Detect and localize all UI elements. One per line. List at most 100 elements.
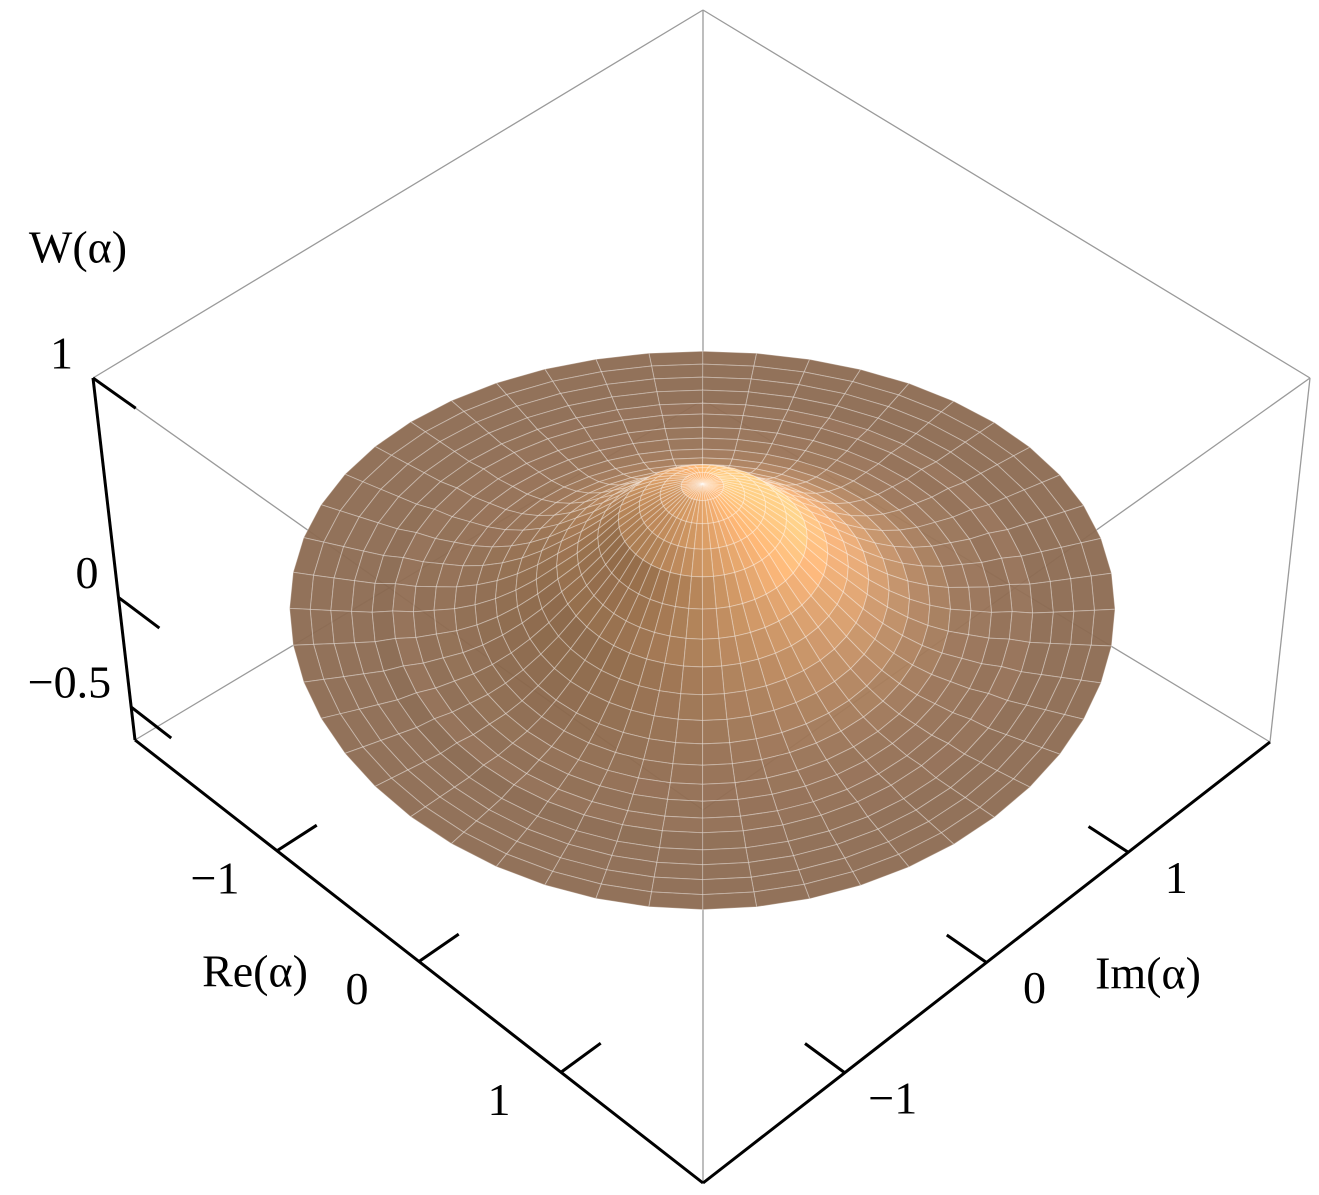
y-tick-label: 1 (1165, 852, 1188, 903)
surface-patch (846, 552, 870, 581)
surface-patch (961, 561, 990, 588)
x-tick-label: 0 (346, 963, 369, 1014)
surface-patch (653, 690, 682, 720)
z-axis-line (91, 377, 137, 741)
surface-patch (661, 815, 704, 834)
box-edge (1269, 377, 1311, 743)
surface-patch (702, 815, 744, 834)
surface-patch (330, 609, 356, 645)
surface-patch (658, 402, 704, 417)
surface-patch (796, 450, 838, 471)
surface-patch (726, 715, 757, 744)
surface-patch (309, 608, 335, 645)
surface-patch (713, 472, 734, 478)
y-tick (945, 933, 988, 964)
surface-patch (968, 610, 993, 639)
surface-patch (947, 586, 972, 612)
surface-patch (1029, 580, 1054, 614)
y-tick-label: −1 (868, 1072, 917, 1123)
surface-patch (947, 608, 972, 636)
surface-patch (653, 376, 704, 393)
surface-patch (702, 448, 736, 460)
surface-patch (666, 437, 704, 451)
surface-patch (412, 609, 437, 639)
surface-patch (863, 528, 895, 548)
x-axis-label: Re(α) (202, 946, 308, 997)
surface-patch (667, 782, 704, 802)
surface-patch (688, 575, 704, 610)
axes: −1 0 1 −1 0 1 −0.5 0 1 (28, 328, 1271, 1185)
surface-patch (702, 473, 717, 485)
surface-patch (788, 460, 828, 478)
surface-patch (351, 610, 376, 644)
surface-patch (851, 853, 910, 887)
surface-patch (702, 389, 750, 406)
surface-patch (682, 637, 703, 668)
surface-patch (680, 665, 703, 696)
surface-patch (702, 437, 739, 451)
surface-patch (1041, 714, 1085, 755)
surface-patch (766, 477, 797, 486)
surface-patch (309, 574, 335, 612)
surface-patch (720, 480, 745, 489)
surface-patch (702, 742, 733, 766)
surface-patch (702, 483, 724, 493)
surface-patch (648, 715, 679, 744)
z-tick-label: 1 (50, 328, 73, 379)
surface-patch (648, 891, 704, 911)
surface-patch (702, 350, 758, 367)
surface-patch (1008, 583, 1034, 614)
surface-patch (701, 484, 706, 502)
surface-patch (1090, 572, 1116, 611)
surface-patch (650, 363, 704, 380)
surface-patch (702, 891, 758, 911)
surface-patch (702, 426, 742, 441)
surface-patch (1049, 610, 1075, 645)
box-edge (92, 9, 704, 379)
surface-patch (1012, 747, 1061, 788)
y-tick (804, 1042, 846, 1074)
surface-patch (804, 476, 843, 493)
surface-patch (920, 461, 966, 490)
surface-patch (765, 482, 792, 496)
surface-patch (723, 690, 752, 720)
surface-patch (702, 483, 722, 496)
surface-patch (392, 610, 417, 640)
surface-patch (1070, 575, 1095, 612)
surface-patch (892, 545, 924, 567)
surface-patch (921, 565, 949, 589)
surface-patch (988, 583, 1013, 613)
z-axis-label: W(α) (29, 222, 127, 273)
surface-patch (702, 363, 755, 380)
surface-patch (719, 478, 743, 486)
x-tick (418, 932, 460, 963)
surface-patch (702, 830, 747, 851)
surface-patch (702, 376, 752, 393)
surface-patch (702, 607, 720, 640)
y-tick (1087, 825, 1130, 854)
surface-patch (701, 693, 728, 722)
surface-patch (371, 610, 396, 643)
surface-patch (915, 422, 967, 453)
surface-patch (1080, 644, 1113, 684)
surface-patch (1070, 609, 1095, 646)
surface-patch (656, 847, 704, 866)
surface-patch (988, 611, 1013, 640)
surface (289, 350, 1116, 911)
surface-patch (701, 575, 717, 610)
surface-patch (702, 718, 731, 745)
surface-patch (702, 402, 747, 417)
surface-patch (718, 477, 741, 483)
x-tick (276, 823, 318, 853)
surface-patch (648, 350, 704, 367)
surface-patch (289, 607, 315, 646)
surface-patch (675, 718, 704, 745)
surface-patch (758, 477, 786, 486)
surface-patch (804, 440, 849, 461)
surface-patch (968, 586, 993, 613)
x-tick (560, 1041, 602, 1074)
surface-patch (696, 472, 703, 485)
surface-patch (835, 450, 880, 473)
z-tick (130, 705, 173, 740)
